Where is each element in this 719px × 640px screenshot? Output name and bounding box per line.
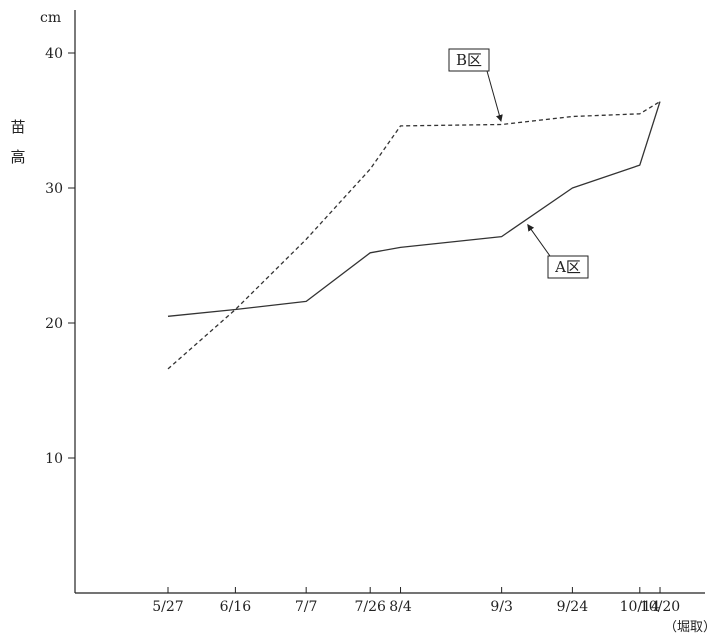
x-tick-label: 7/7 xyxy=(295,599,318,615)
series-label-b: B区 xyxy=(448,48,490,72)
y-tick-label: 30 xyxy=(45,181,63,197)
x-tick-label: 9/24 xyxy=(557,599,589,615)
y-ticks: 10 20 30 40 xyxy=(45,46,75,467)
series-lines xyxy=(167,101,661,370)
series-label-a-box xyxy=(547,255,589,279)
series-label-a: A区 xyxy=(547,255,589,279)
y-unit-label: cm xyxy=(40,10,61,26)
y-tick-label: 10 xyxy=(45,451,63,467)
y-axis-title-char: 高 xyxy=(10,148,25,166)
x-tick-label: 10/14 xyxy=(620,599,660,615)
leader-arrow-a xyxy=(527,224,551,257)
x-tick-label: 9/3 xyxy=(490,599,513,615)
leader-arrow-b xyxy=(486,70,503,122)
series-line-a xyxy=(167,101,661,317)
x-note-label: （堀取） xyxy=(664,620,716,635)
y-tick-label: 20 xyxy=(45,316,63,332)
y-axis-title-char: 苗 xyxy=(10,118,25,136)
x-tick-label: 5/27 xyxy=(152,599,183,615)
y-tick-label: 40 xyxy=(45,46,63,62)
x-tick-label: 10/20 xyxy=(640,599,680,615)
series-line-b xyxy=(167,101,661,370)
series-labels: 苗高 B区 A区 xyxy=(10,48,589,279)
series-label-b-text: B区 xyxy=(456,51,482,69)
series-label-b-box xyxy=(448,48,490,72)
axes xyxy=(74,10,705,594)
x-tick-label: 6/16 xyxy=(220,599,252,615)
x-tick-label: 7/26 xyxy=(354,599,386,615)
x-tick-label: 8/4 xyxy=(389,599,412,615)
series-label-a-text: A区 xyxy=(554,258,581,276)
